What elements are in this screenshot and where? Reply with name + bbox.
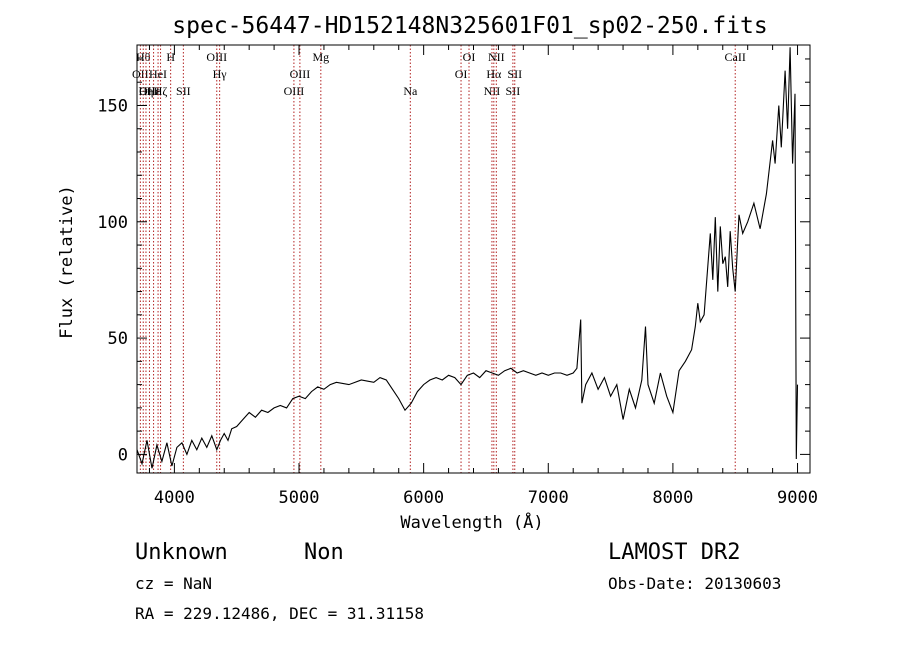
line-label-4: Hε [147,84,161,98]
line-label-21: SII [507,67,522,81]
line-label-10: Hγ [213,67,228,81]
y-tick-label-150: 150 [97,96,128,116]
line-label-11: OIII [284,84,305,98]
x-tick-label-5000: 5000 [279,488,320,508]
y-axis: 0 50 100 150 [97,58,810,465]
plot-frame [136,44,811,474]
line-label-16: OI [463,50,476,64]
line-label-19: NII [488,50,505,64]
line-label-20: SII [506,84,521,98]
spectrum-series [136,47,799,469]
x-tick-label-8000: 8000 [652,488,693,508]
line-label-14: Na [403,84,418,98]
line-label-15: OI [455,67,468,81]
line-label-3: OIII [139,84,160,98]
line-label-17: NII [484,84,501,98]
line-label-22: CaII [725,50,746,64]
cz-label: cz = NaN [135,574,212,593]
line-label-9: OIII [206,50,227,64]
line-label-6: Hζ [154,84,168,98]
class-label: Unknown [135,540,228,565]
line-label-7: H [166,50,175,64]
line-label-0: OII [132,67,149,81]
line-label-13: Mg [312,50,329,64]
y-tick-label-0: 0 [118,445,128,465]
line-label-1: Hθ [136,50,151,64]
subclass-label: Non [304,540,344,565]
line-label-12: OIII [290,67,311,81]
emission-lines: OIIHθHηOIIIHεHeIHζHSIIOIIIHγOIIIOIIIMgNa… [132,45,746,473]
y-axis-label: Flux (relative) [57,185,77,339]
x-axis-label: Wavelength (Å) [400,511,543,533]
x-tick-label-9000: 9000 [777,488,818,508]
chart-title: spec-56447-HD152148N325601F01_sp02-250.f… [172,13,767,39]
x-tick-label-4000: 4000 [154,488,195,508]
line-label-5: HeI [149,67,167,81]
x-tick-label-7000: 7000 [528,488,569,508]
x-axis: 4000 5000 6000 7000 8000 9000 [148,45,818,508]
line-label-8: SII [176,84,191,98]
survey-label: LAMOST DR2 [608,540,740,565]
x-tick-label-6000: 6000 [403,488,444,508]
obsdate-label: Obs-Date: 20130603 [608,574,781,593]
coords-label: RA = 229.12486, DEC = 31.31158 [135,604,424,623]
line-label-18: Hα [486,67,502,81]
y-tick-label-100: 100 [97,213,128,233]
y-tick-label-50: 50 [108,329,128,349]
